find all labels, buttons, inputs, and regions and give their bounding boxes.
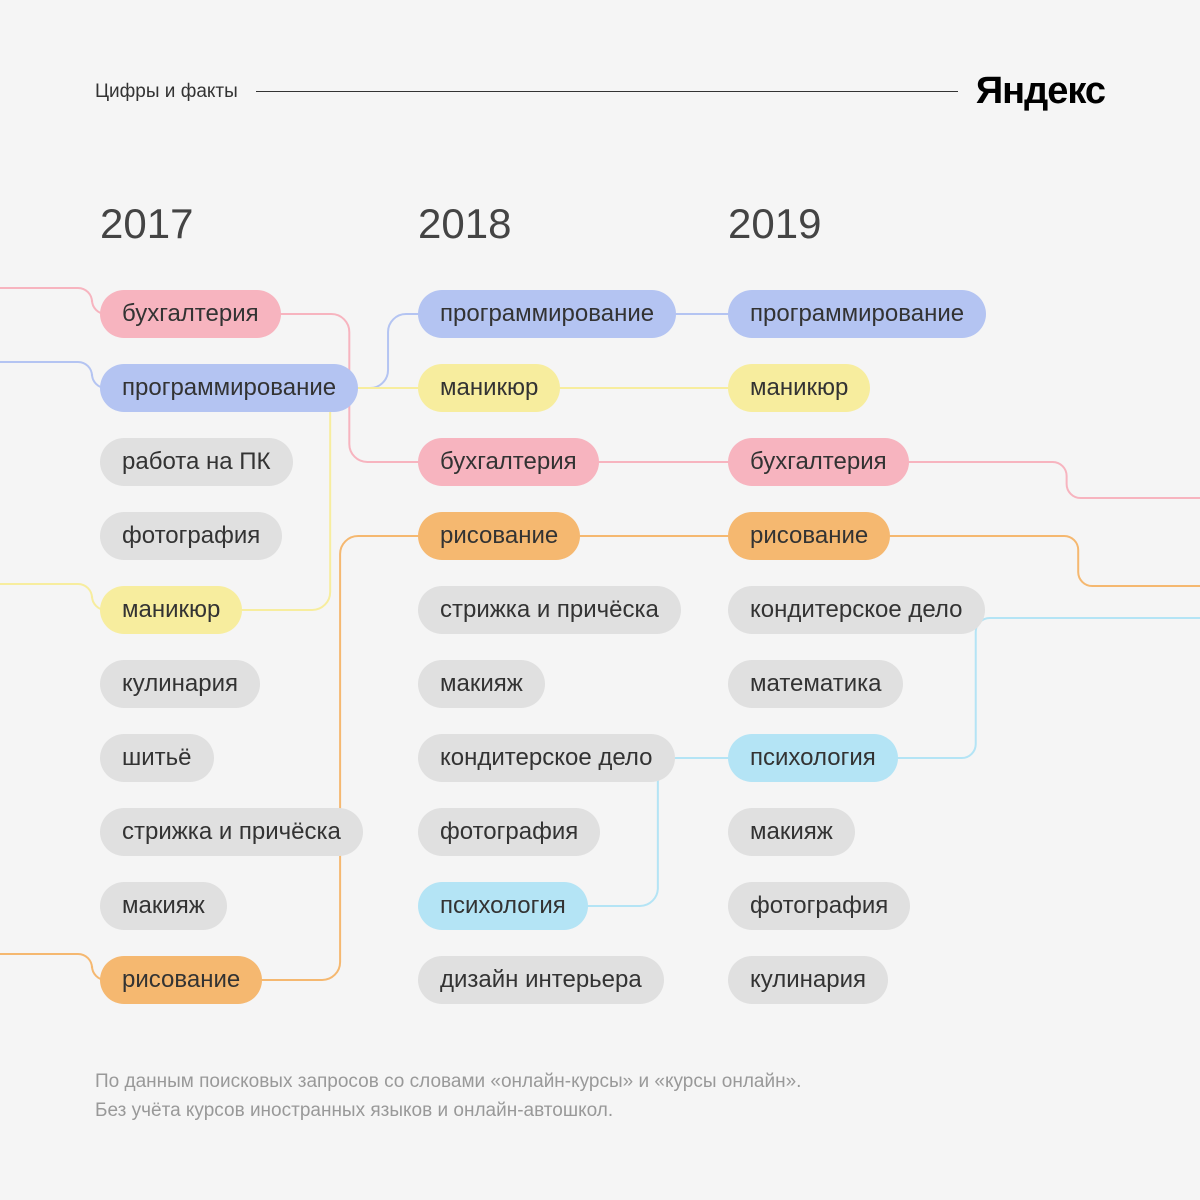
pill-2017-7: стрижка и причёска: [100, 808, 363, 856]
header-title: Цифры и факты: [95, 81, 238, 103]
pill-2017-4: маникюр: [100, 586, 242, 634]
pill-2019-0: программирование: [728, 290, 986, 338]
pill-2019-9: кулинария: [728, 956, 888, 1004]
pill-2017-2: работа на ПК: [100, 438, 293, 486]
pill-2017-6: шитьё: [100, 734, 214, 782]
year-label-2018: 2018: [418, 200, 511, 248]
pill-2019-6: психология: [728, 734, 898, 782]
pill-2018-5: макияж: [418, 660, 545, 708]
footnote: По данным поисковых запросов со словами …: [95, 1068, 1105, 1125]
pill-2018-3: рисование: [418, 512, 580, 560]
pill-2018-9: дизайн интерьера: [418, 956, 664, 1004]
header: Цифры и факты Яндекс: [95, 70, 1105, 113]
pill-2019-2: бухгалтерия: [728, 438, 909, 486]
pill-2017-5: кулинария: [100, 660, 260, 708]
pill-2019-1: маникюр: [728, 364, 870, 412]
header-divider: [256, 91, 958, 92]
pill-2019-5: математика: [728, 660, 903, 708]
pill-2017-0: бухгалтерия: [100, 290, 281, 338]
pill-2019-8: фотография: [728, 882, 910, 930]
pill-2018-8: психология: [418, 882, 588, 930]
pill-2017-3: фотография: [100, 512, 282, 560]
pill-2019-3: рисование: [728, 512, 890, 560]
brand-logo: Яндекс: [976, 70, 1105, 113]
pill-2017-1: программирование: [100, 364, 358, 412]
pill-2018-4: стрижка и причёска: [418, 586, 681, 634]
year-label-2019: 2019: [728, 200, 821, 248]
pill-2017-8: макияж: [100, 882, 227, 930]
pill-2018-2: бухгалтерия: [418, 438, 599, 486]
footnote-line-2: Без учёта курсов иностранных языков и он…: [95, 1097, 1105, 1126]
pill-2017-9: рисование: [100, 956, 262, 1004]
pill-2018-7: фотография: [418, 808, 600, 856]
year-label-2017: 2017: [100, 200, 193, 248]
pill-2018-1: маникюр: [418, 364, 560, 412]
pill-2018-0: программирование: [418, 290, 676, 338]
pill-2018-6: кондитерское дело: [418, 734, 675, 782]
footnote-line-1: По данным поисковых запросов со словами …: [95, 1068, 1105, 1097]
pill-2019-4: кондитерское дело: [728, 586, 985, 634]
pill-2019-7: макияж: [728, 808, 855, 856]
